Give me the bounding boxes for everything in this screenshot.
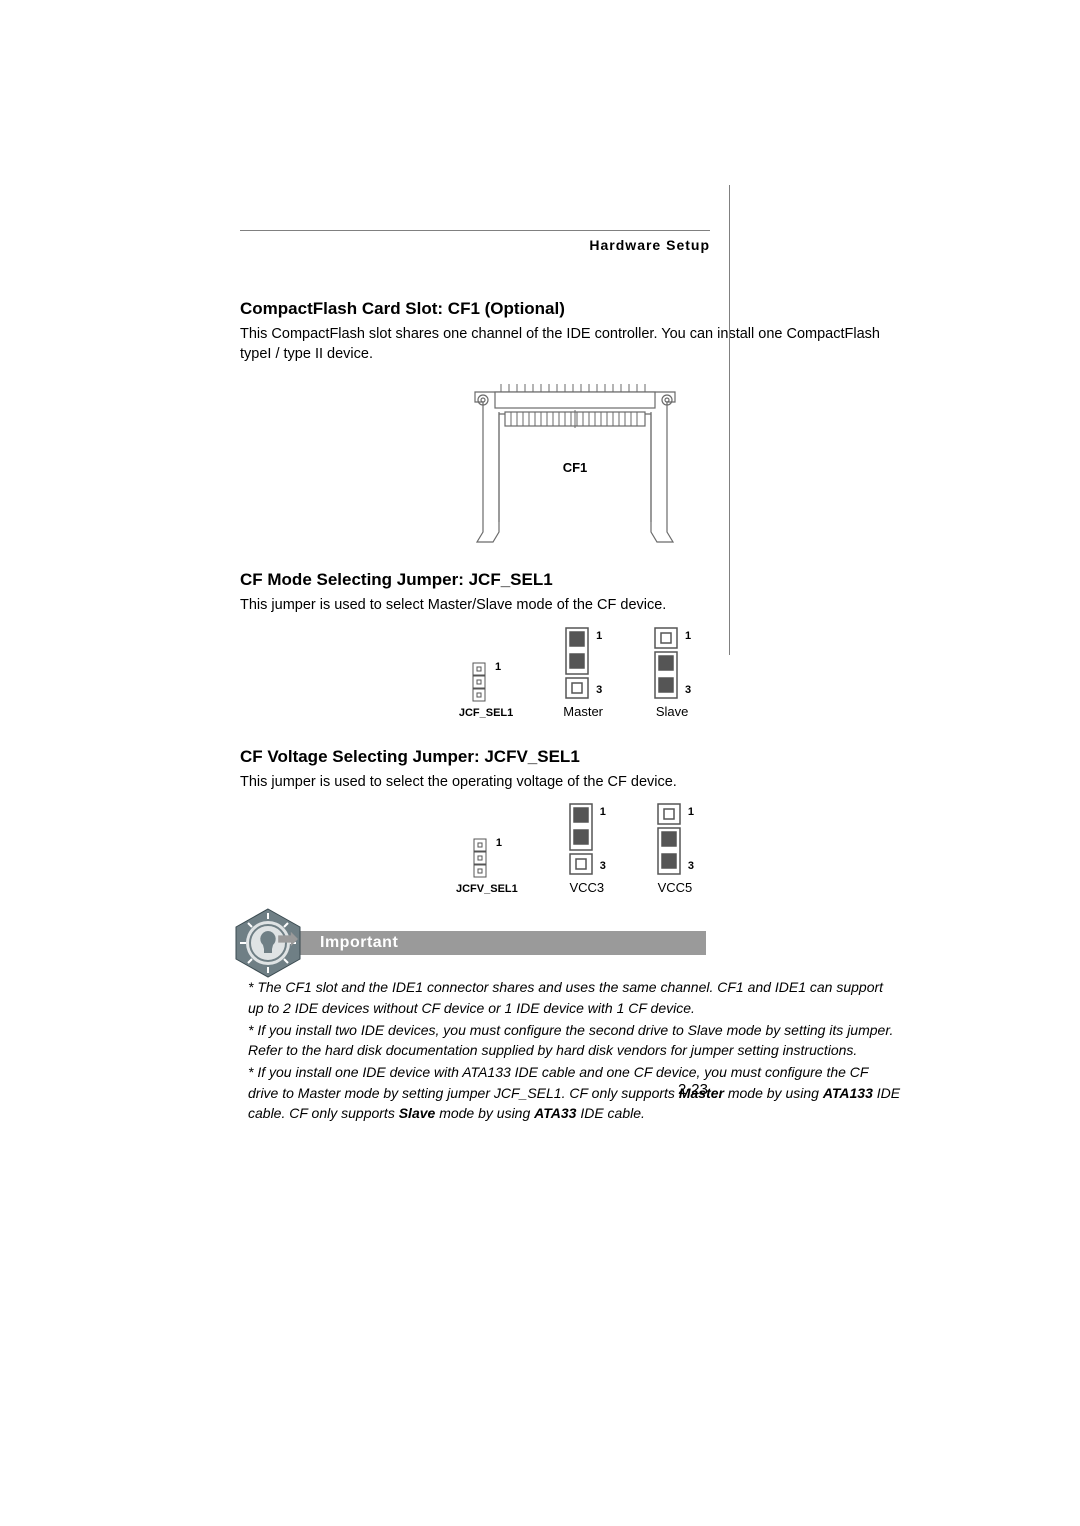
jcfv-sel1-vcc3-caption: VCC3 xyxy=(569,880,604,895)
cf1-label: CF1 xyxy=(563,460,588,475)
note-3: * If you install one IDE device with ATA… xyxy=(248,1062,902,1123)
jcfv-sel1-vcc3: 1 3 VCC3 xyxy=(568,802,606,895)
note-2: * If you install two IDE devices, you mu… xyxy=(248,1020,902,1061)
jcf-sel1-title: CF Mode Selecting Jumper: JCF_SEL1 xyxy=(240,570,910,590)
important-icon xyxy=(230,905,306,981)
important-notes: * The CF1 slot and the IDE1 connector sh… xyxy=(240,977,910,1123)
pin-1-label: 1 xyxy=(688,806,694,818)
cf-slot-body: This CompactFlash slot shares one channe… xyxy=(240,325,910,364)
jcfv-sel1-vcc5-caption: VCC5 xyxy=(658,880,693,895)
jcfv-sel1-diagram: 1 JCFV_SEL1 1 3 xyxy=(240,802,910,895)
pin-1-label: 1 xyxy=(600,806,606,818)
page-header: Hardware Setup xyxy=(240,237,710,253)
jcf-sel1-master-caption: Master xyxy=(563,704,603,719)
cf-slot-title: CompactFlash Card Slot: CF1 (Optional) xyxy=(240,299,910,319)
jcf-sel1-body: This jumper is used to select Master/Sla… xyxy=(240,596,910,616)
important-heading: Important xyxy=(286,931,706,955)
pin-3-label: 3 xyxy=(600,860,606,872)
jcfv-sel1-ref-label: JCFV_SEL1 xyxy=(456,883,518,895)
vertical-rule xyxy=(729,185,730,655)
header-rule xyxy=(240,230,710,231)
pin-3-label: 3 xyxy=(596,684,602,696)
jcf-sel1-slave: 1 3 Slave xyxy=(653,626,691,719)
jcf-sel1-master: 1 3 Master xyxy=(563,626,603,719)
pin-1-label: 1 xyxy=(496,837,502,849)
pin-3-label: 3 xyxy=(685,684,691,696)
pin-1-label: 1 xyxy=(685,630,691,642)
page: Hardware Setup CompactFlash Card Slot: C… xyxy=(0,0,1080,1526)
jcf-sel1-ref-label: JCF_SEL1 xyxy=(459,707,513,719)
page-number: 2-23 xyxy=(678,1081,708,1098)
jcfv-sel1-ref: 1 JCFV_SEL1 xyxy=(456,837,518,895)
jcfv-sel1-vcc5: 1 3 VCC5 xyxy=(656,802,694,895)
jcfv-sel1-title: CF Voltage Selecting Jumper: JCFV_SEL1 xyxy=(240,747,910,767)
jcf-sel1-diagram: 1 JCF_SEL1 1 3 xyxy=(240,626,910,719)
jcfv-sel1-body: This jumper is used to select the operat… xyxy=(240,773,910,793)
important-callout: Important xyxy=(230,923,910,963)
note-1: * The CF1 slot and the IDE1 connector sh… xyxy=(248,977,902,1018)
pin-3-label: 3 xyxy=(688,860,694,872)
jcf-sel1-ref: 1 JCF_SEL1 xyxy=(459,661,513,719)
pin-1-label: 1 xyxy=(596,630,602,642)
jcf-sel1-slave-caption: Slave xyxy=(656,704,689,719)
pin-1-label: 1 xyxy=(495,661,501,673)
cf-slot-diagram: CF1 xyxy=(240,372,910,552)
